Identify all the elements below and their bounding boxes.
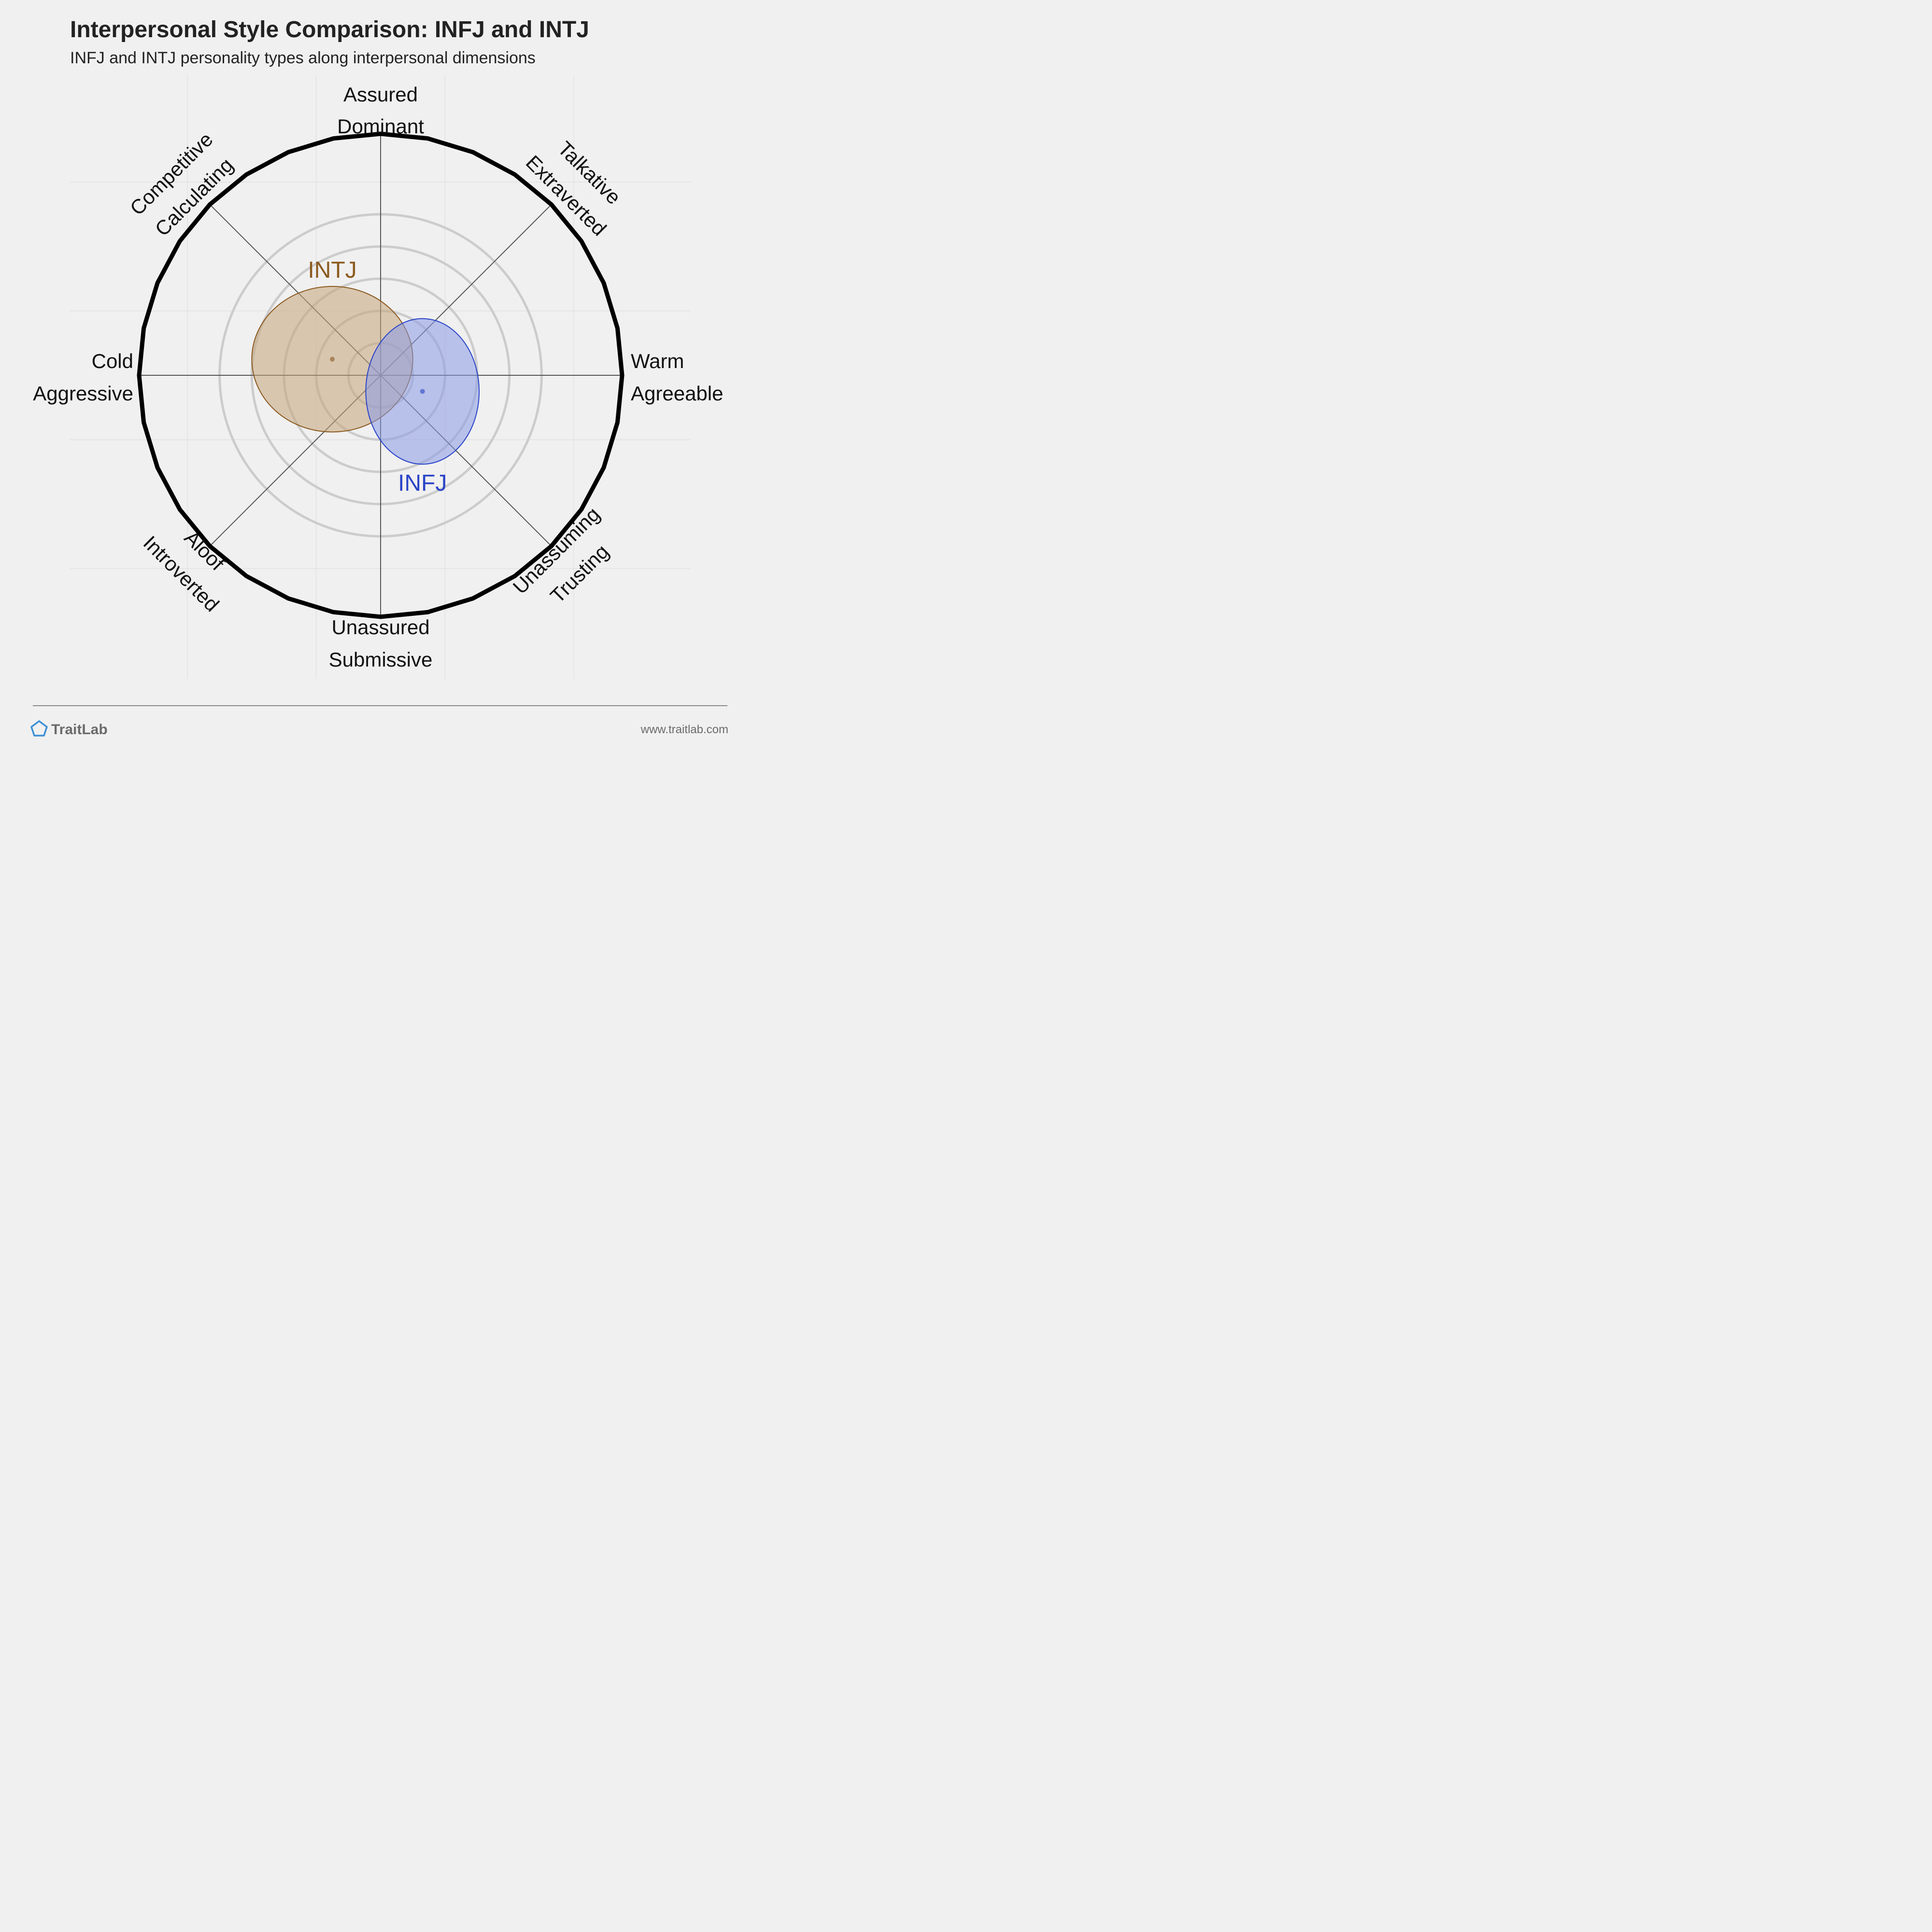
axis-label-right: Agreeable xyxy=(631,382,723,405)
axis-label-bottom: Unassured xyxy=(331,616,429,639)
axis-label-top: Dominant xyxy=(337,115,424,138)
infj-center-point xyxy=(420,389,425,394)
axis-label-top: Assured xyxy=(343,83,418,106)
brand-name: TraitLab xyxy=(51,722,108,738)
chart-title: Interpersonal Style Comparison: INFJ and… xyxy=(70,17,589,43)
website-link[interactable]: www.traitlab.com xyxy=(640,723,728,736)
infj-label: INFJ xyxy=(398,470,447,496)
axis-label-bottom: Submissive xyxy=(329,648,433,671)
intj-center-point xyxy=(330,356,335,362)
axis-label-right: Warm xyxy=(631,350,684,372)
series-labels: INTJ INFJ xyxy=(308,257,447,496)
axis-label-left: Cold xyxy=(92,350,133,372)
chart-subtitle: INFJ and INTJ personality types along in… xyxy=(70,49,536,67)
outer-boundary xyxy=(137,131,625,619)
axis-label-left: Aggressive xyxy=(33,382,133,405)
series-ellipses xyxy=(251,286,480,465)
interpersonal-chart: Interpersonal Style Comparison: INFJ and… xyxy=(30,17,728,738)
pentagon-icon xyxy=(30,720,48,737)
outer-circle xyxy=(137,131,625,619)
intj-label: INTJ xyxy=(308,257,356,283)
